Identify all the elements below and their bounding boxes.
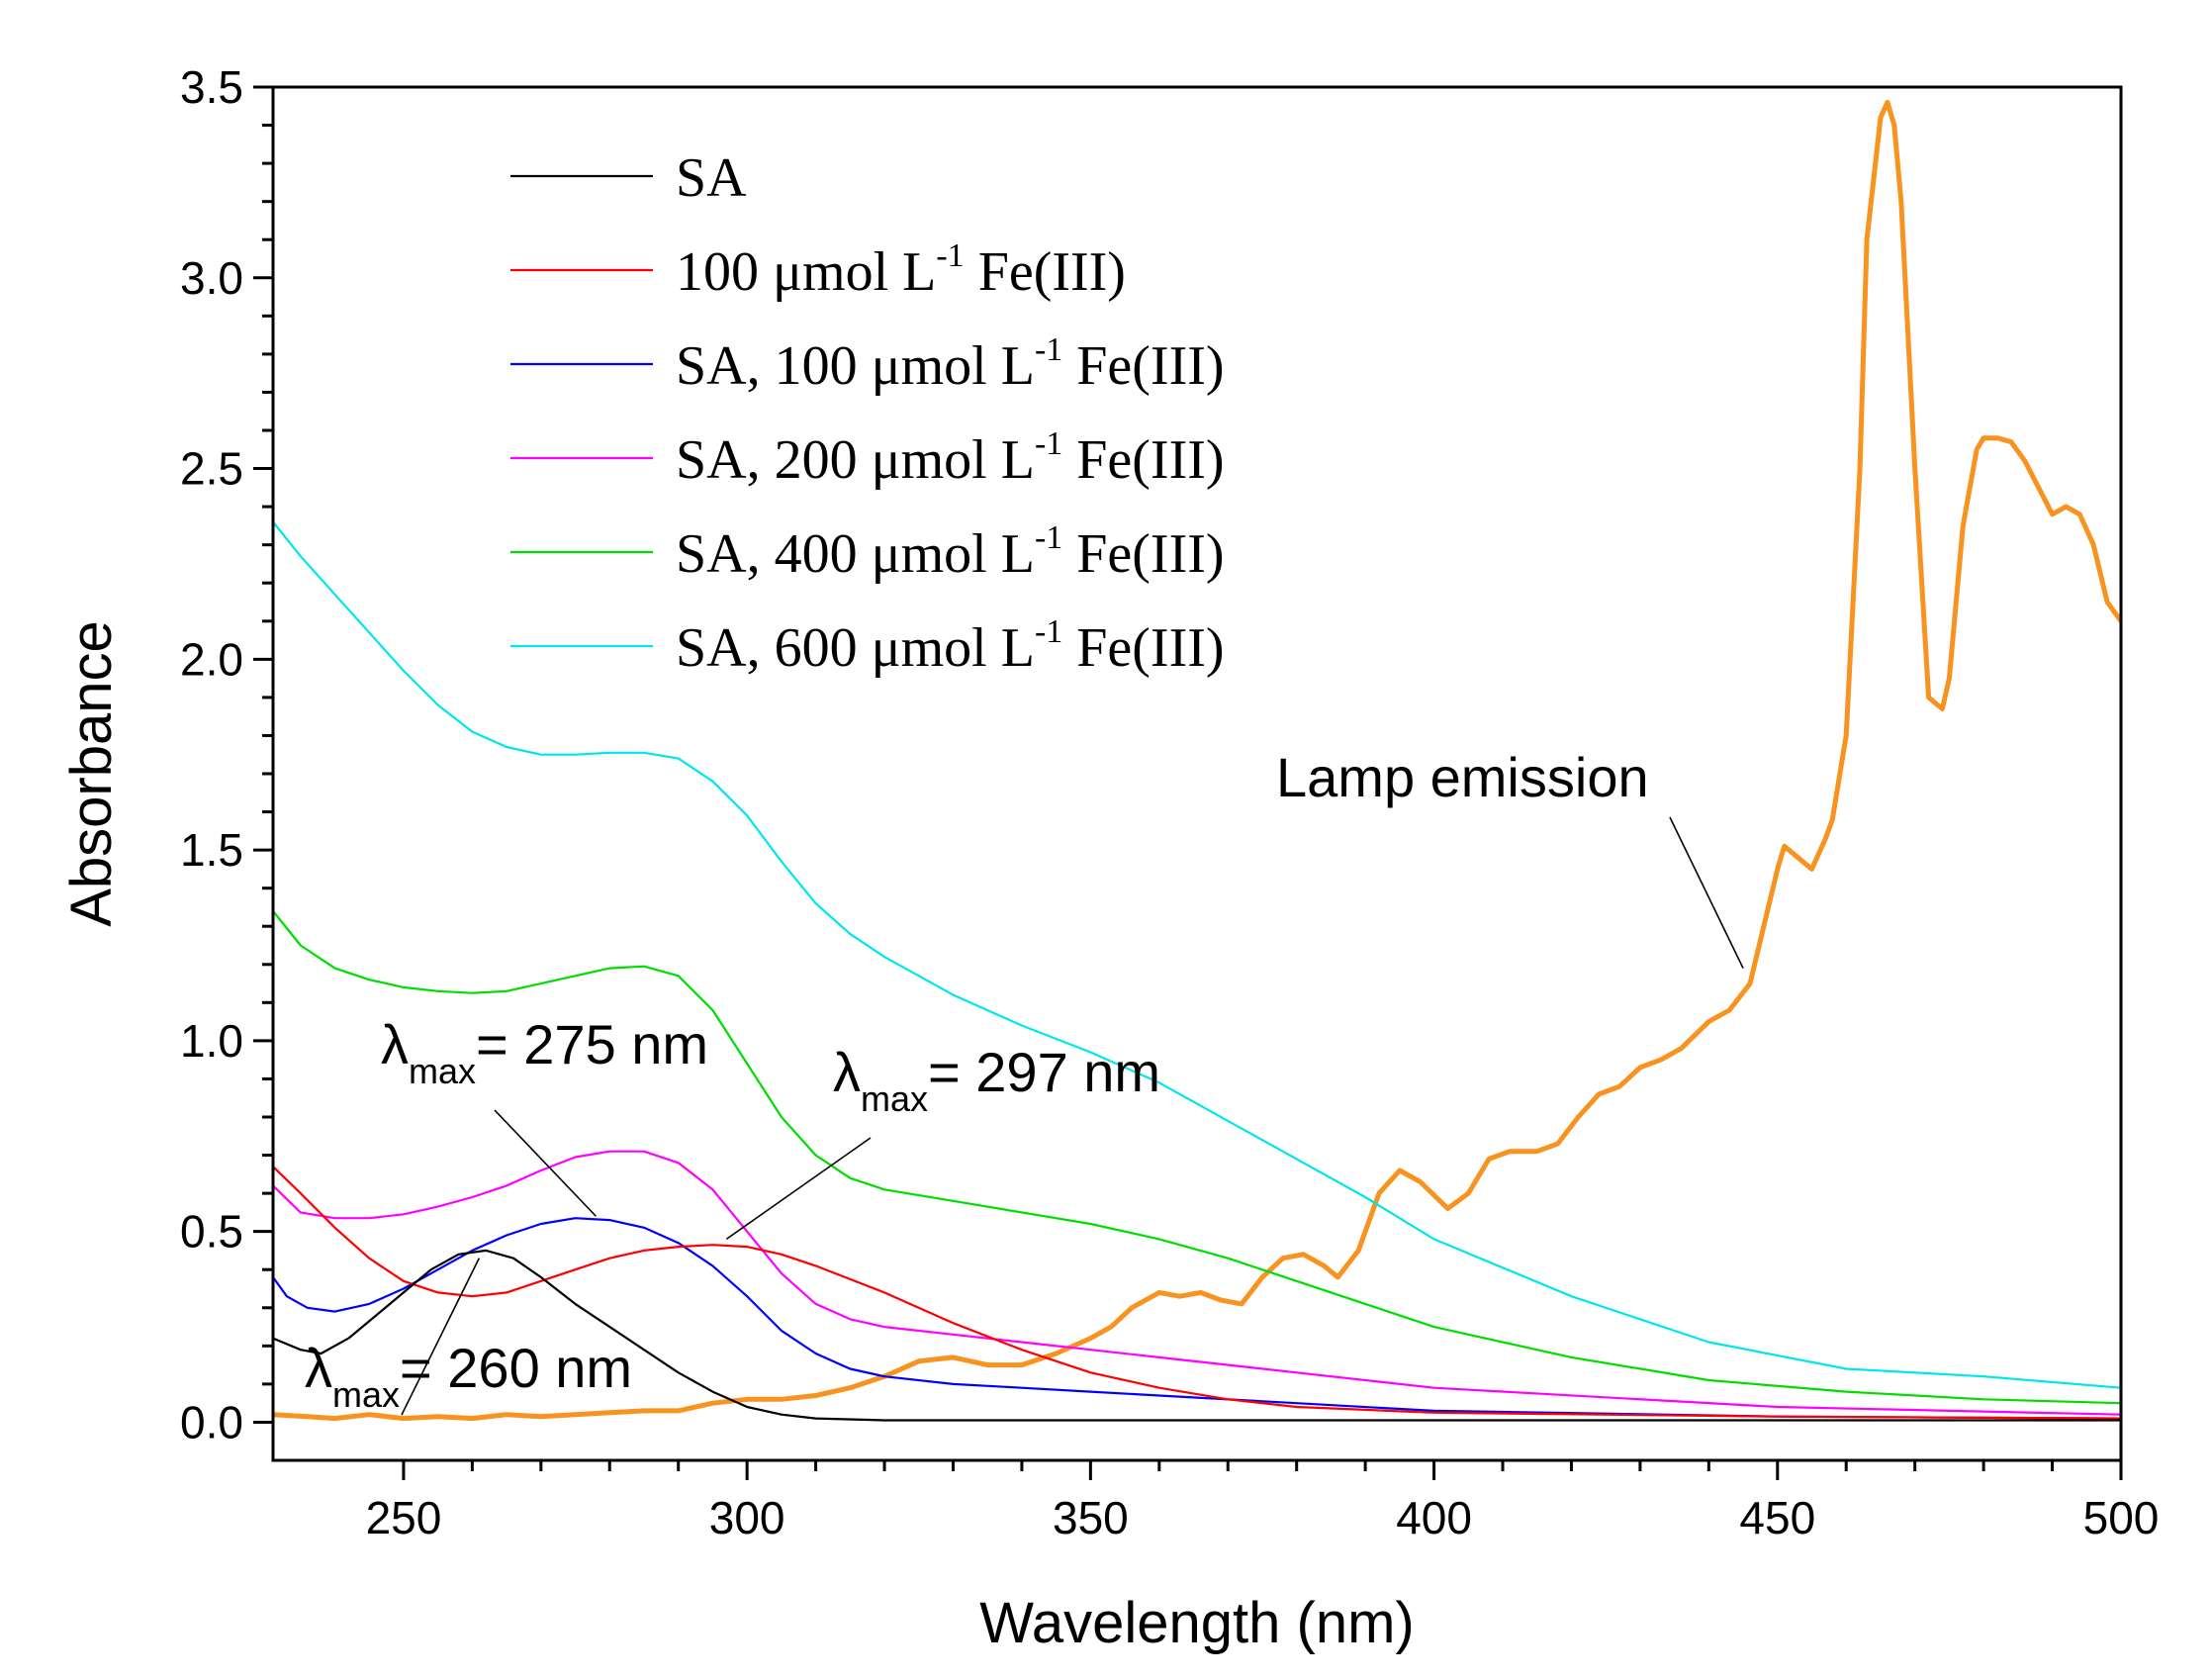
legend-superscript: -1 [1035, 613, 1062, 650]
max-subscript: max [861, 1078, 928, 1119]
legend-entry-100-mol-l-1-fe-iii: 100 μmol L-1 Fe(III) [676, 237, 1126, 303]
max-subscript: max [409, 1051, 476, 1091]
x-tick-label: 450 [1739, 1492, 1815, 1543]
x-tick-label: 350 [1053, 1492, 1129, 1543]
y-tick-label: 3.5 [180, 61, 243, 113]
series-layer [272, 99, 2124, 1422]
legend-entry-sa-100-mol-l-1-fe-iii: SA, 100 μmol L-1 Fe(III) [676, 331, 1225, 397]
x-tick-label: 400 [1396, 1492, 1472, 1543]
series-line-sa-400-mol-l-1-fe-iii [272, 910, 2122, 1405]
annotation-leader-lamp [1669, 816, 1744, 969]
legend-superscript: -1 [936, 237, 964, 274]
x-tick-label: 500 [2083, 1492, 2160, 1543]
y-tick-label: 2.5 [180, 443, 243, 495]
legend-tail-text: Fe(III) [965, 241, 1126, 303]
y-tick-label: 1.5 [180, 824, 243, 876]
annotation-leader-peak-260 [401, 1258, 481, 1416]
legend-main-text: SA, 100 μmol L [676, 335, 1035, 397]
tick-layer: 250 300 350 400 450 500 0.0 0.5 1.0 1.5 2.0 2.5 3.0 3… [180, 61, 2159, 1543]
annotation-leader-peak-297 [725, 1137, 872, 1241]
legend-tail-text: Fe(III) [1062, 617, 1224, 679]
annotation-peak-275: λmax= 275 nm [381, 1013, 708, 1091]
legend-tail-text: Fe(III) [1062, 429, 1224, 491]
legend-entry-sa-200-mol-l-1-fe-iii: SA, 200 μmol L-1 Fe(III) [676, 425, 1225, 491]
legend-main-text: SA, 400 μmol L [676, 523, 1035, 585]
y-tick-label: 3.0 [180, 252, 243, 304]
legend-entry-sa-600-mol-l-1-fe-iii: SA, 600 μmol L-1 Fe(III) [676, 613, 1225, 679]
legend-main-text: 100 μmol L [676, 241, 936, 303]
x-tick-label: 300 [709, 1492, 785, 1543]
y-tick-label: 1.0 [180, 1015, 243, 1067]
annotation-value: = 275 nm [476, 1013, 708, 1075]
annotation-value: = 260 nm [400, 1337, 632, 1399]
annotation-leader-peak-275 [494, 1109, 597, 1217]
annotation-peak-260: λmax= 260 nm [305, 1337, 632, 1415]
legend-entry-sa-400-mol-l-1-fe-iii: SA, 400 μmol L-1 Fe(III) [676, 519, 1225, 585]
lambda-symbol: λ [381, 1013, 409, 1075]
legend-superscript: -1 [1035, 425, 1062, 462]
annotation-peak-297: λmax= 297 nm [833, 1041, 1160, 1119]
y-axis-title: Absorbance [59, 620, 124, 927]
x-axis-title: Wavelength (nm) [979, 1591, 1414, 1655]
legend-main-text: SA, 200 μmol L [676, 429, 1035, 491]
legend-main-text: SA, 600 μmol L [676, 617, 1035, 679]
y-tick-label: 0.0 [180, 1396, 243, 1447]
y-tick-label: 2.0 [180, 633, 243, 685]
legend-tail-text: Fe(III) [1062, 335, 1224, 397]
annotation-lamp: Lamp emission [1276, 746, 1649, 808]
legend-superscript: -1 [1035, 331, 1062, 368]
legend-main-text: SA [676, 147, 747, 209]
y-tick-label: 0.5 [180, 1206, 243, 1258]
series-line-100-mol-l-1-fe-iii [272, 1166, 2122, 1420]
lambda-symbol: λ [833, 1041, 861, 1103]
max-subscript: max [332, 1374, 400, 1415]
series-line-sa-200-mol-l-1-fe-iii [272, 1150, 2122, 1416]
x-tick-label: 250 [366, 1492, 442, 1543]
series-line-sa [272, 1249, 2121, 1422]
legend-entry-sa: SA [676, 147, 747, 209]
series-line-sa-100-mol-l-1-fe-iii [272, 1217, 2122, 1420]
legend-superscript: -1 [1035, 519, 1062, 556]
series-line-sa-600-mol-l-1-fe-iii [272, 520, 2122, 1389]
lambda-symbol: λ [305, 1337, 332, 1399]
legend-tail-text: Fe(III) [1062, 523, 1224, 585]
series-line-lamp-emission [272, 99, 2124, 1422]
annotation-value: = 297 nm [928, 1041, 1160, 1103]
